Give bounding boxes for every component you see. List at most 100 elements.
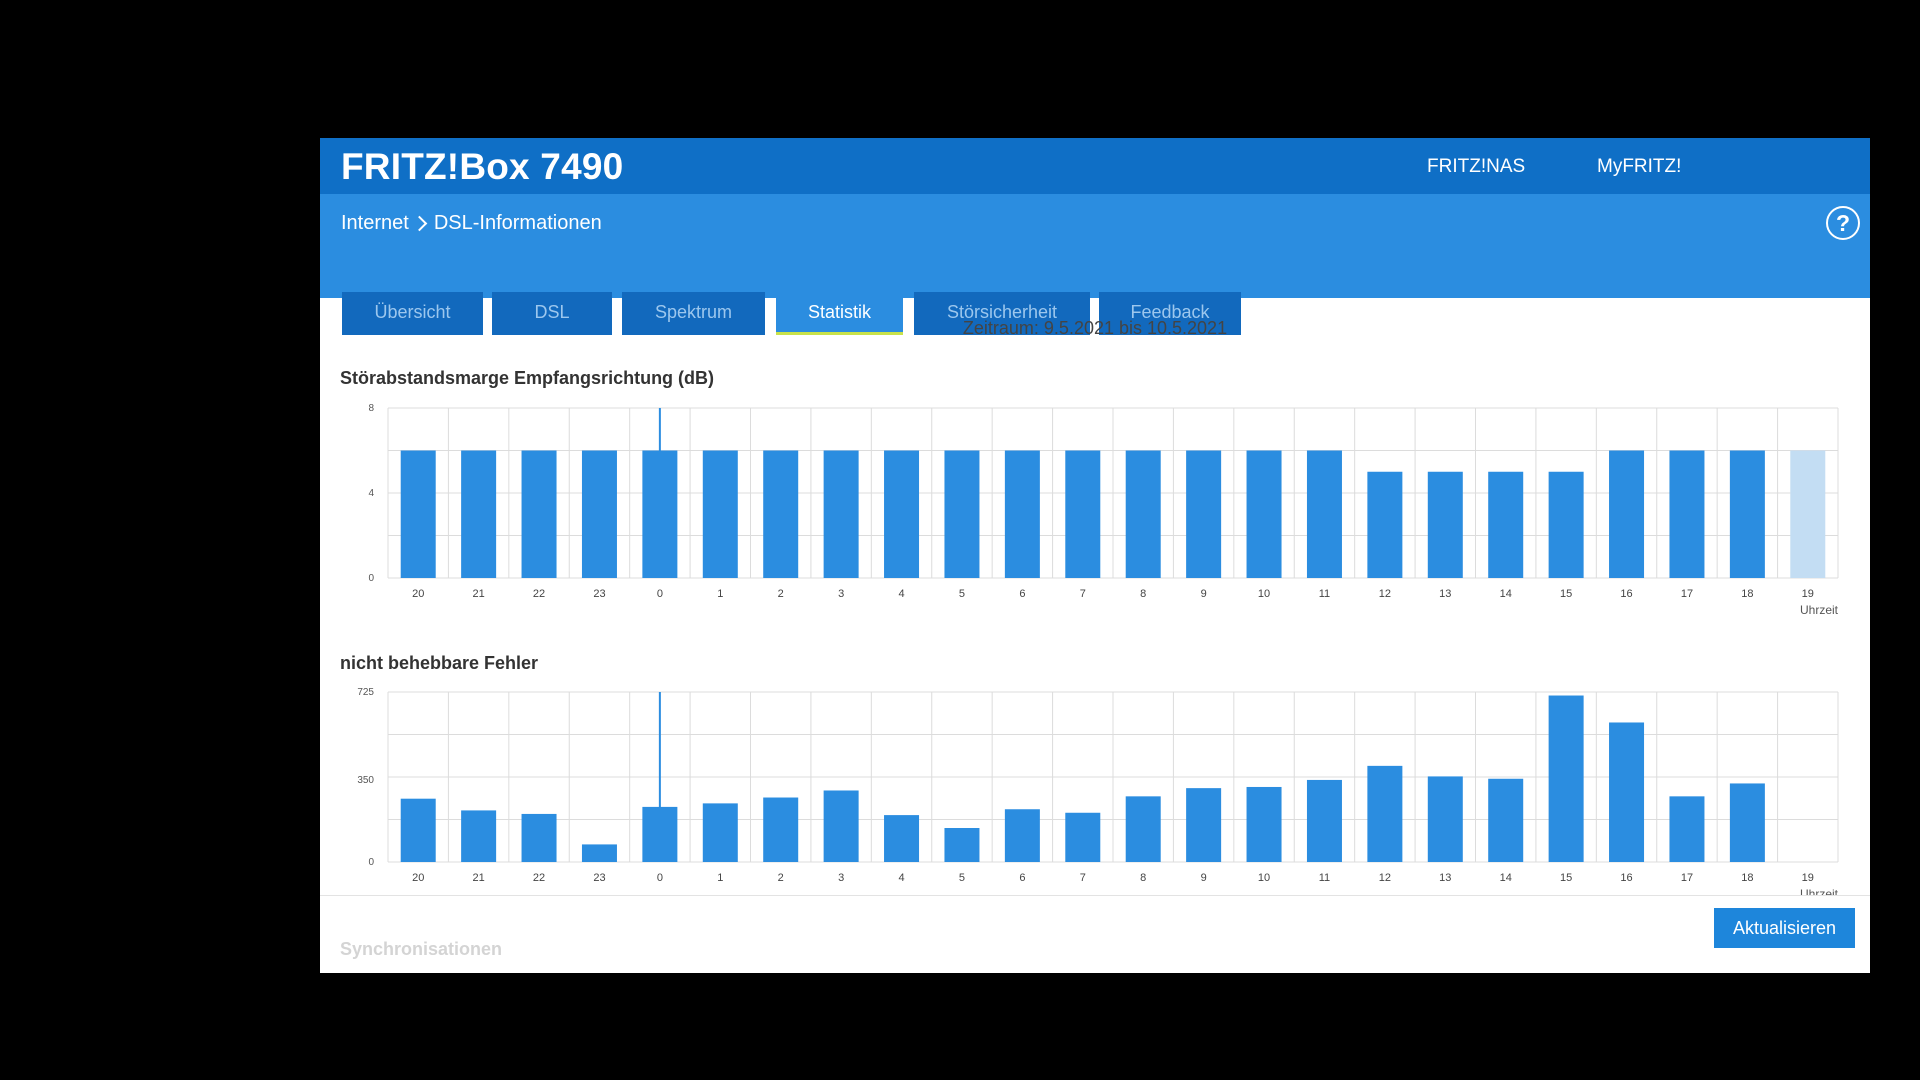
snr-bar-22 [521, 450, 557, 578]
help-icon[interactable]: ? [1826, 206, 1860, 240]
snr-xtick-label: 1 [717, 588, 723, 600]
errors-ytick-label: 0 [368, 857, 374, 868]
snr-xtick-label: 4 [898, 588, 904, 600]
snr-xtick-label: 16 [1620, 588, 1632, 600]
tab-spektrum[interactable]: Spektrum [622, 292, 765, 335]
sub-header: Internet DSL-Informationen ? Übersicht D… [320, 194, 1870, 335]
errors-xtick-label: 20 [412, 872, 424, 884]
tab-statistik[interactable]: Statistik [776, 292, 903, 335]
snr-bar-12 [1367, 471, 1403, 578]
errors-bar-20 [400, 798, 436, 862]
errors-bar-6 [1004, 809, 1040, 862]
errors-xtick-label: 4 [898, 872, 904, 884]
tab-stoersicherheit[interactable]: Störsicherheit [914, 292, 1090, 335]
snr-bar-7 [1065, 450, 1101, 578]
errors-bar-22 [521, 813, 557, 862]
breadcrumb: Internet DSL-Informationen [341, 212, 602, 235]
snr-xtick-label: 17 [1681, 588, 1693, 600]
errors-xtick-label: 5 [959, 872, 965, 884]
tab-feedback[interactable]: Feedback [1099, 292, 1241, 335]
breadcrumb-dsl-informationen: DSL-Informationen [433, 212, 602, 234]
errors-xtick-label: 18 [1741, 872, 1753, 884]
errors-ytick-label: 725 [357, 687, 374, 698]
snr-xtick-label: 9 [1201, 588, 1207, 600]
snr-bar-6 [1004, 450, 1040, 578]
errors-chart: 0 350 725 20 21 22 23 0 1 2 3 4 5 6 7 8 9 10 11 12 13 14 15 16 1… [320, 684, 1870, 904]
snr-bar-23 [581, 450, 617, 578]
errors-xtick-label: 23 [593, 872, 605, 884]
tab-dsl[interactable]: DSL [492, 292, 612, 335]
snr-bar-21 [461, 450, 497, 578]
fritznas-link[interactable]: FRITZ!NAS [1427, 156, 1526, 177]
snr-bar-5 [944, 450, 980, 578]
errors-bar-21 [461, 810, 497, 862]
errors-xtick-label: 11 [1319, 872, 1330, 884]
errors-xtick-label: 1 [717, 872, 723, 884]
snr-xtick-label: 5 [959, 588, 965, 600]
errors-bar-11 [1306, 779, 1342, 862]
breadcrumb-internet[interactable]: Internet [341, 212, 409, 234]
errors-bar-14 [1488, 778, 1524, 862]
snr-xtick-label: 19 [1802, 588, 1814, 600]
snr-xtick-label: 12 [1379, 588, 1391, 600]
snr-bar-10 [1246, 450, 1282, 578]
errors-bar-10 [1246, 786, 1282, 862]
snr-xtick-label: 6 [1019, 588, 1025, 600]
snr-xtick-label: 0 [657, 588, 663, 600]
errors-bar-3 [823, 790, 859, 862]
errors-xtick-label: 22 [533, 872, 545, 884]
snr-bar-20 [400, 450, 436, 578]
snr-chart: 0 4 8 20 21 22 23 0 1 2 3 4 5 6 7 8 9 10 11 12 13 14 15 16 17 18 1… [320, 400, 1870, 620]
snr-bar-3 [823, 450, 859, 578]
snr-ytick-label: 8 [368, 403, 374, 414]
snr-bar-16 [1609, 450, 1645, 578]
snr-bar-1 [702, 450, 738, 578]
errors-xtick-label: 19 [1802, 872, 1814, 884]
tab-uebersicht[interactable]: Übersicht [342, 292, 483, 335]
snr-bar-17 [1669, 450, 1705, 578]
snr-bar-19 [1790, 450, 1826, 578]
errors-bar-8 [1125, 796, 1161, 862]
errors-bar-7 [1065, 812, 1101, 862]
snr-bar-9 [1186, 450, 1222, 578]
errors-bar-17 [1669, 796, 1705, 862]
snr-ytick-label: 0 [368, 573, 374, 584]
errors-ytick-label: 350 [357, 775, 374, 786]
snr-xtick-label: 14 [1500, 588, 1512, 600]
snr-xtick-label: 11 [1319, 588, 1330, 600]
snr-xtick-label: 15 [1560, 588, 1572, 600]
snr-bar-14 [1488, 471, 1524, 578]
period-label: Zeitraum: 9.5.2021 bis 10.5.2021 [962, 318, 1228, 338]
errors-xtick-label: 8 [1140, 872, 1146, 884]
errors-xtick-label: 0 [657, 872, 663, 884]
errors-xtick-label: 3 [838, 872, 844, 884]
myfritz-link[interactable]: MyFRITZ! [1597, 156, 1682, 177]
errors-bar-2 [763, 797, 799, 862]
chart-title-snr: Störabstandsmarge Empfangsrichtung (dB) [340, 368, 715, 388]
errors-bar-1 [702, 803, 738, 862]
snr-bar-2 [763, 450, 799, 578]
footer: Aktualisieren Synchronisationen [320, 895, 1870, 973]
errors-xtick-label: 7 [1080, 872, 1086, 884]
chart-title-errors: nicht behebbare Fehler [340, 653, 539, 673]
errors-xtick-label: 17 [1681, 872, 1693, 884]
errors-xtick-label: 13 [1439, 872, 1451, 884]
snr-xtick-label: 8 [1140, 588, 1146, 600]
refresh-button[interactable]: Aktualisieren [1713, 908, 1855, 948]
snr-xtick-label: 10 [1258, 588, 1270, 600]
snr-xtick-label: 22 [533, 588, 545, 600]
section-title-synchronisationen: Synchronisationen [340, 939, 503, 959]
errors-bar-4 [884, 815, 920, 862]
errors-bar-15 [1548, 695, 1584, 862]
errors-xtick-label: 2 [778, 872, 784, 884]
errors-xtick-label: 10 [1258, 872, 1270, 884]
chevron-right-icon [411, 215, 428, 232]
errors-bar-9 [1186, 788, 1222, 862]
snr-xtick-label: 23 [593, 588, 605, 600]
errors-xtick-label: 12 [1379, 872, 1391, 884]
snr-xtick-label: 2 [778, 588, 784, 600]
snr-xtick-label: 18 [1741, 588, 1753, 600]
errors-bar-12 [1367, 765, 1403, 862]
errors-bar-0 [642, 806, 678, 862]
